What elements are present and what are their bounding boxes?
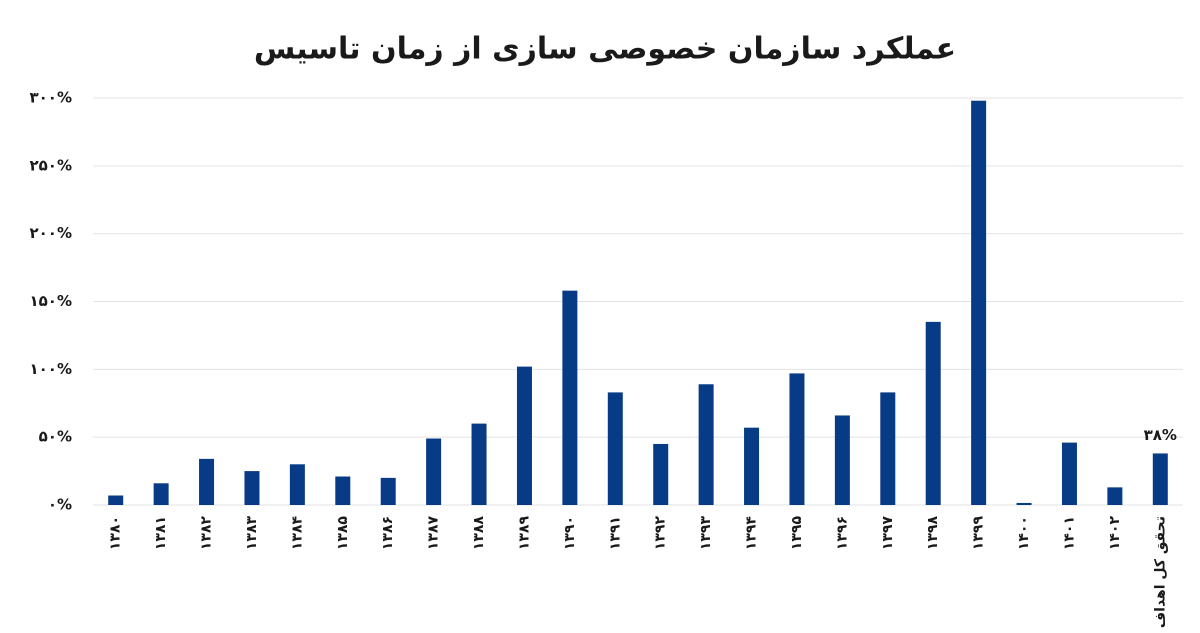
x-tick-label: ۱۳۹۶ bbox=[834, 516, 850, 550]
bar bbox=[380, 477, 396, 505]
y-tick-label: ۵۰% bbox=[39, 428, 72, 446]
bar bbox=[744, 427, 760, 505]
bar bbox=[1016, 502, 1032, 505]
bar bbox=[1061, 442, 1077, 505]
x-tick-label: ۱۳۸۰ bbox=[108, 516, 124, 550]
bar bbox=[289, 464, 305, 505]
bar bbox=[698, 384, 714, 505]
x-tick-label: ۱۳۸۱ bbox=[153, 516, 169, 550]
x-tick-label: ۱۳۸۷ bbox=[426, 516, 442, 551]
x-tick-label: ۱۳۹۱ bbox=[607, 516, 623, 550]
x-tick-label: ۱۴۰۱ bbox=[1061, 516, 1077, 550]
x-tick-label: ۱۳۹۳ bbox=[698, 516, 714, 551]
x-tick-label: ۱۴۰۰ bbox=[1016, 516, 1032, 550]
x-tick-label: ۱۳۸۶ bbox=[380, 516, 396, 550]
x-tick-label: ۱۳۹۸ bbox=[925, 516, 941, 551]
x-tick-label: ۱۳۸۵ bbox=[335, 516, 351, 551]
bar bbox=[153, 483, 169, 505]
bar bbox=[562, 290, 578, 505]
bar bbox=[607, 392, 623, 505]
x-tick-label: ۱۳۸۸ bbox=[471, 516, 487, 551]
y-tick-label: ۱۵۰% bbox=[30, 292, 73, 310]
bar bbox=[516, 366, 532, 505]
x-tick-label: ۱۳۸۹ bbox=[516, 516, 532, 551]
bar bbox=[971, 100, 987, 506]
y-tick-label: ۰% bbox=[48, 496, 72, 514]
bar bbox=[471, 423, 487, 505]
x-tick-label: ۱۳۹۵ bbox=[789, 516, 805, 551]
bar bbox=[653, 443, 669, 505]
bar bbox=[199, 458, 215, 505]
x-tick-label: تحقق کل اهداف bbox=[1152, 516, 1168, 628]
y-tick-label: ۲۵۰% bbox=[30, 156, 73, 174]
bar bbox=[335, 476, 351, 505]
bar bbox=[925, 321, 941, 505]
y-tick-label: ۳۰۰% bbox=[30, 89, 73, 107]
bar bbox=[1152, 453, 1168, 505]
bar bbox=[244, 471, 260, 505]
value-label: ۳۸% bbox=[1144, 426, 1177, 444]
x-tick-label: ۱۳۹۰ bbox=[562, 516, 578, 550]
x-tick-label: ۱۳۹۹ bbox=[971, 516, 987, 551]
x-tick-label: ۱۳۹۷ bbox=[880, 516, 896, 551]
bar bbox=[426, 438, 442, 505]
x-tick-label: ۱۳۸۴ bbox=[289, 516, 305, 551]
x-tick-label: ۱۳۸۲ bbox=[199, 516, 215, 551]
bar bbox=[1107, 487, 1123, 505]
bar bbox=[834, 415, 850, 505]
chart-title: عملکرد سازمان خصوصی سازی از زمان تاسیس bbox=[254, 32, 956, 67]
x-tick-label: ۱۴۰۲ bbox=[1107, 516, 1123, 551]
y-tick-label: ۲۰۰% bbox=[30, 224, 73, 242]
bar bbox=[108, 495, 124, 505]
bar bbox=[880, 392, 896, 505]
x-tick-label: ۱۳۹۴ bbox=[744, 516, 760, 551]
bar bbox=[789, 373, 805, 505]
y-tick-label: ۱۰۰% bbox=[30, 360, 73, 378]
x-tick-label: ۱۳۸۳ bbox=[244, 516, 260, 551]
x-tick-label: ۱۳۹۲ bbox=[653, 516, 669, 551]
